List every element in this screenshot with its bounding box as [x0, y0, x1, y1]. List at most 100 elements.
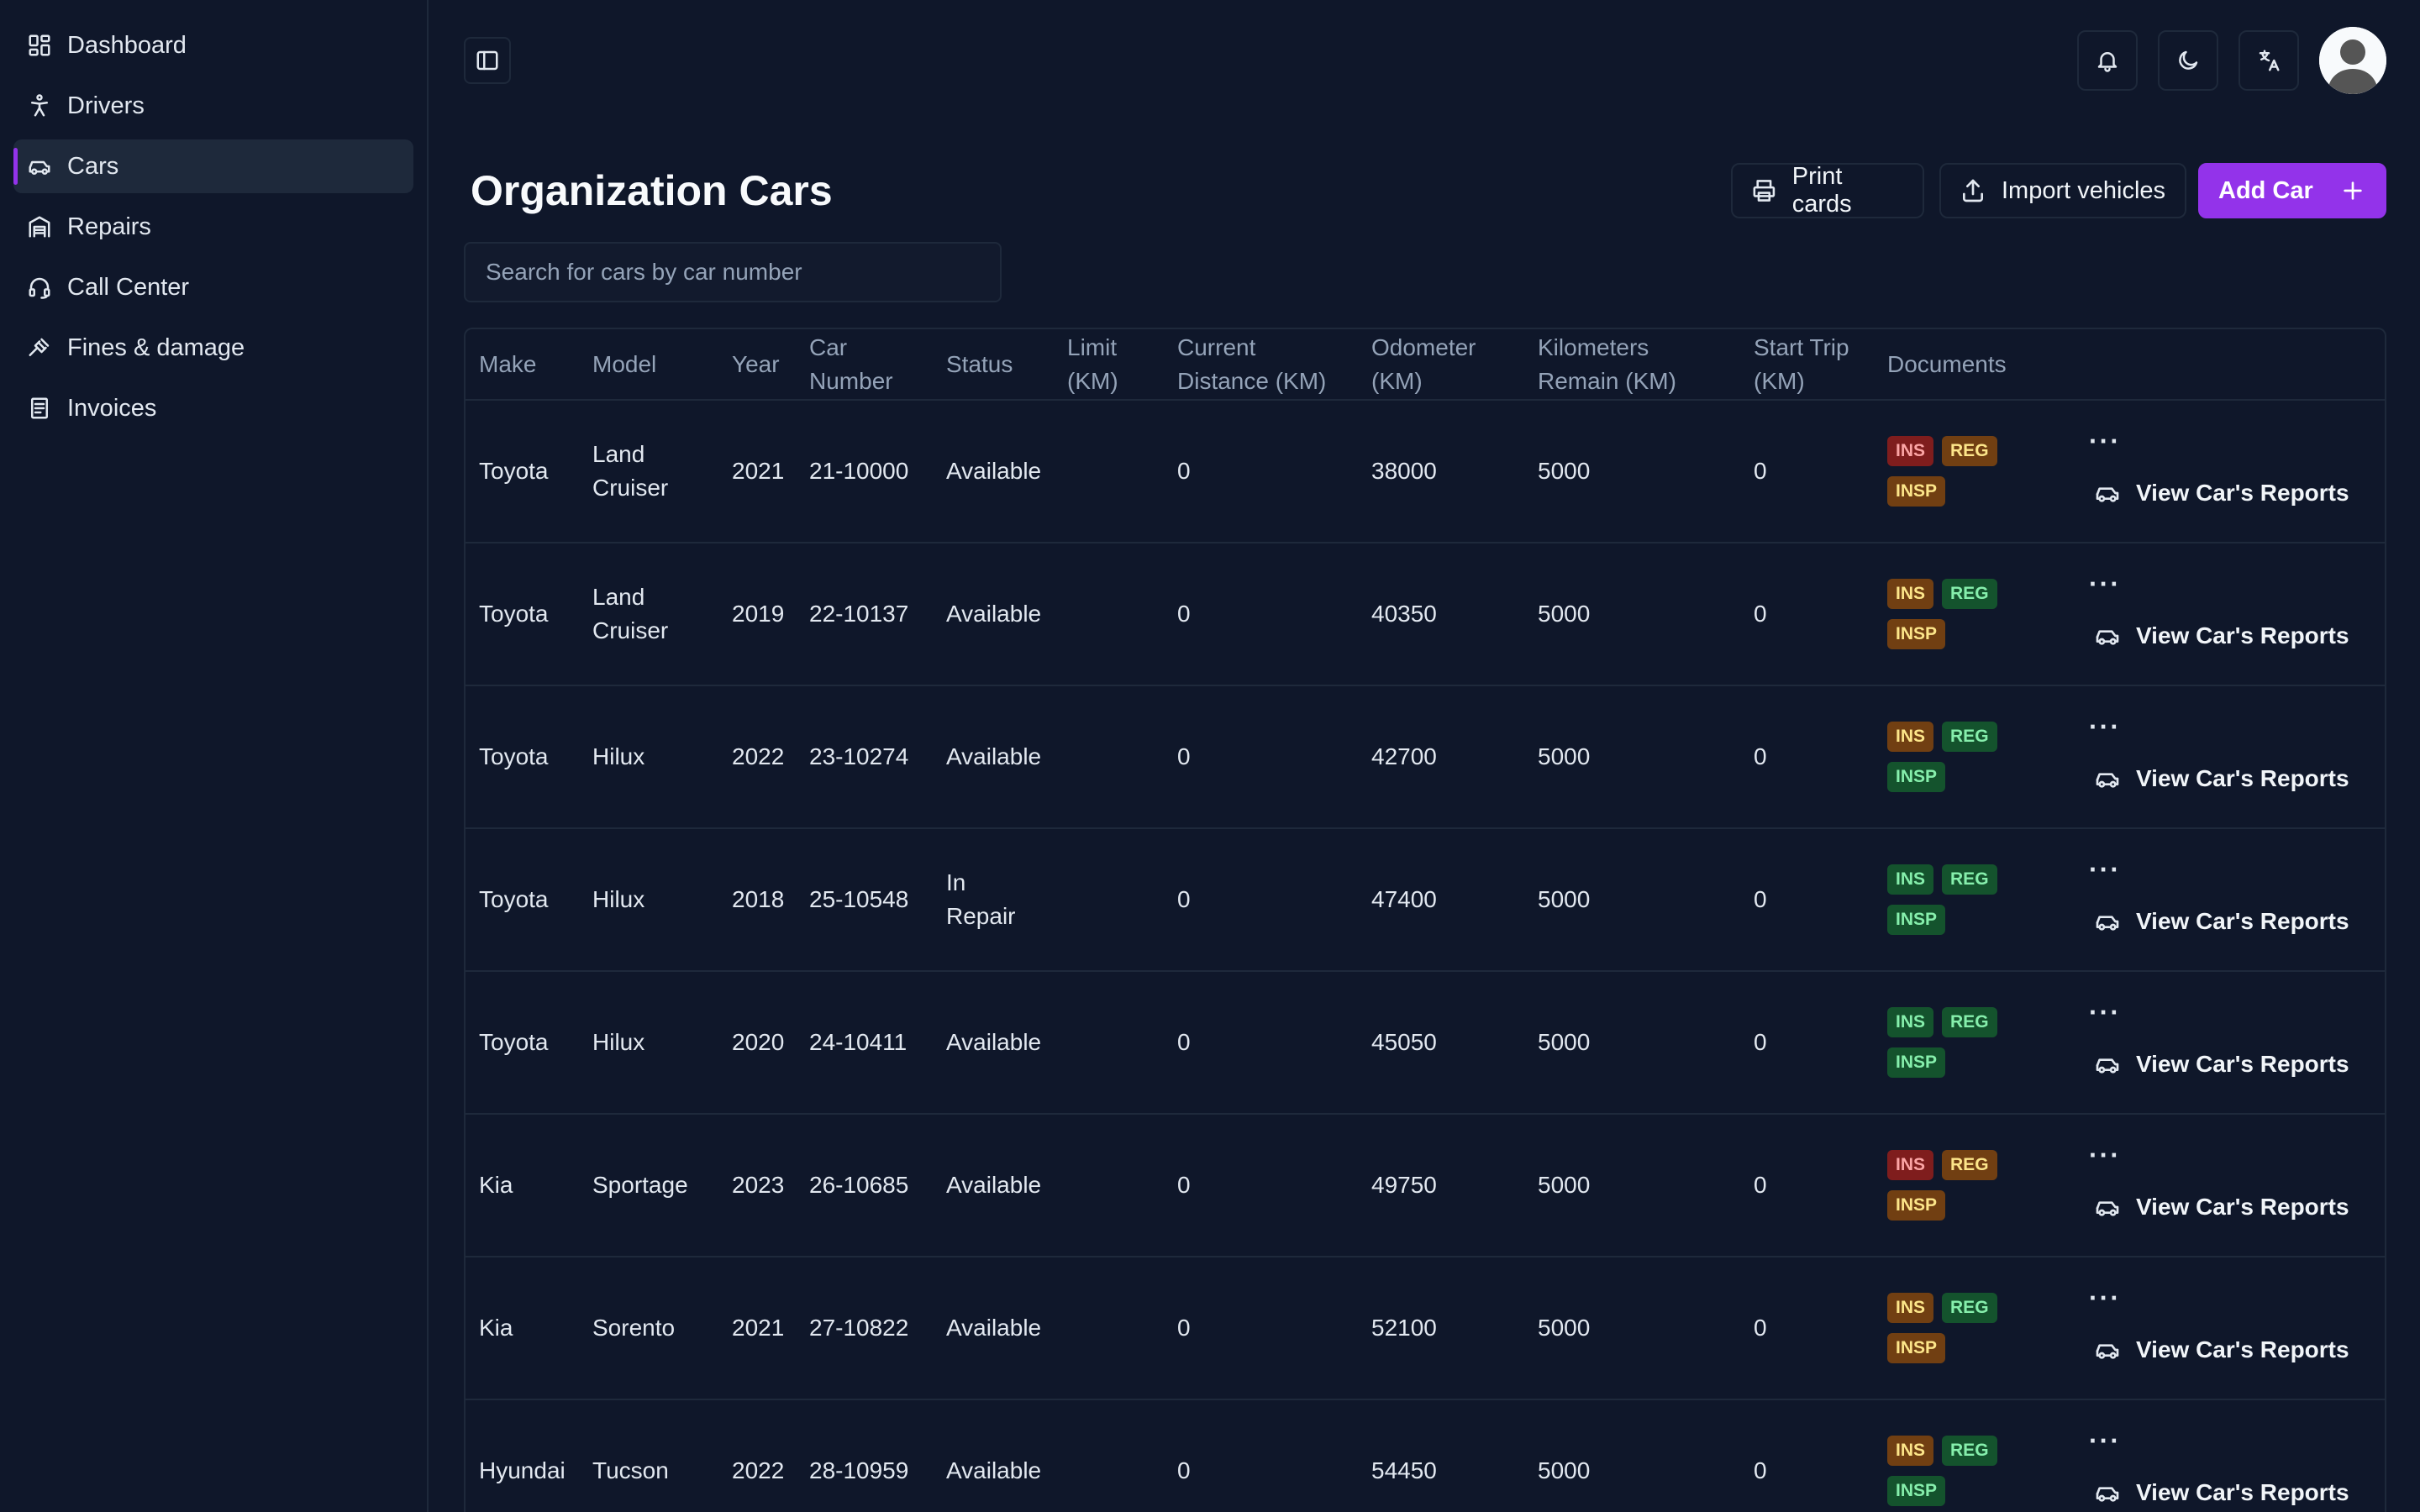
- cell-start-trip: 0: [1740, 543, 1874, 686]
- dashboard-icon: [27, 33, 52, 58]
- cell-make: Kia: [466, 1257, 579, 1400]
- row-actions: ··· View Car's Reports: [2081, 426, 2375, 510]
- import-vehicles-button[interactable]: Import vehicles: [1939, 163, 2186, 218]
- cell-actions: ··· View Car's Reports: [2067, 971, 2385, 1115]
- more-options-icon[interactable]: ···: [2089, 1425, 2121, 1456]
- sidebar-toggle-button[interactable]: [464, 37, 511, 84]
- column-header-limit[interactable]: Limit (KM): [1054, 329, 1164, 401]
- car-icon: [2096, 630, 2119, 645]
- cell-km-remain: 5000: [1524, 1114, 1740, 1257]
- sidebar-item-repairs[interactable]: Repairs: [13, 200, 413, 254]
- cell-current-distance: 0: [1164, 1399, 1358, 1512]
- sidebar-item-dashboard[interactable]: Dashboard: [13, 18, 413, 72]
- table-row[interactable]: Toyota Land Cruiser 2021 21-10000 Availa…: [466, 400, 2385, 543]
- cell-odometer: 52100: [1358, 1257, 1524, 1400]
- cell-current-distance: 0: [1164, 828, 1358, 972]
- documents-tags: INS REG INSP: [1887, 1436, 2013, 1506]
- more-options-icon[interactable]: ···: [2089, 1140, 2121, 1170]
- view-reports-button[interactable]: View Car's Reports: [2081, 762, 2349, 795]
- sidebar-item-drivers[interactable]: Drivers: [13, 79, 413, 133]
- cell-year: 2018: [718, 828, 796, 972]
- table-row[interactable]: Kia Sorento 2021 27-10822 Available 0 52…: [466, 1257, 2385, 1400]
- car-icon: [2096, 773, 2119, 788]
- notifications-button[interactable]: [2077, 30, 2138, 91]
- more-options-icon[interactable]: ···: [2089, 426, 2121, 456]
- more-options-icon[interactable]: ···: [2089, 854, 2121, 885]
- cell-car-number: 25-10548: [796, 828, 933, 972]
- cell-actions: ··· View Car's Reports: [2067, 543, 2385, 686]
- theme-toggle-button[interactable]: [2158, 30, 2218, 91]
- search-input[interactable]: [464, 242, 1002, 302]
- row-actions: ··· View Car's Reports: [2081, 997, 2375, 1081]
- view-reports-button[interactable]: View Car's Reports: [2081, 1190, 2349, 1224]
- table-row[interactable]: Toyota Hilux 2020 24-10411 Available 0 4…: [466, 971, 2385, 1115]
- sidebar-item-label: Fines & damage: [67, 333, 245, 361]
- row-actions: ··· View Car's Reports: [2081, 854, 2375, 938]
- inspection-badge: INSP: [1887, 1190, 1946, 1221]
- insurance-badge: INS: [1887, 1436, 1934, 1466]
- cell-car-number: 28-10959: [796, 1399, 933, 1512]
- person-icon: [27, 93, 52, 118]
- registration-badge: REG: [1942, 579, 1997, 609]
- view-reports-button[interactable]: View Car's Reports: [2081, 476, 2349, 510]
- documents-tags: INS REG INSP: [1887, 1293, 2013, 1363]
- row-actions: ··· View Car's Reports: [2081, 1425, 2375, 1509]
- sidebar-item-cars[interactable]: Cars: [13, 139, 413, 193]
- view-reports-label: View Car's Reports: [2136, 765, 2349, 791]
- cell-actions: ··· View Car's Reports: [2067, 1257, 2385, 1400]
- column-header-odometer[interactable]: Odometer (KM): [1358, 329, 1524, 401]
- column-header-make[interactable]: Make: [466, 329, 579, 401]
- cell-km-remain: 5000: [1524, 1399, 1740, 1512]
- column-header-status[interactable]: Status: [933, 329, 1054, 401]
- add-car-button[interactable]: Add Car: [2198, 163, 2386, 218]
- view-reports-button[interactable]: View Car's Reports: [2081, 1476, 2349, 1509]
- inspection-badge: INSP: [1887, 1476, 1946, 1506]
- avatar[interactable]: [2319, 27, 2386, 94]
- column-header-model[interactable]: Model: [579, 329, 718, 401]
- cell-actions: ··· View Car's Reports: [2067, 1114, 2385, 1257]
- cell-model: Land Cruiser: [579, 543, 718, 686]
- cell-odometer: 49750: [1358, 1114, 1524, 1257]
- cell-year: 2022: [718, 685, 796, 829]
- cell-start-trip: 0: [1740, 1257, 1874, 1400]
- insurance-badge: INS: [1887, 1293, 1934, 1323]
- sidebar-item-label: Drivers: [67, 92, 145, 119]
- cell-odometer: 45050: [1358, 971, 1524, 1115]
- view-reports-button[interactable]: View Car's Reports: [2081, 905, 2349, 938]
- column-header-km-remain[interactable]: Kilometers Remain (KM): [1524, 329, 1740, 401]
- documents-tags: INS REG INSP: [1887, 1150, 2013, 1221]
- more-options-icon[interactable]: ···: [2089, 1283, 2121, 1313]
- cell-km-remain: 5000: [1524, 400, 1740, 543]
- table-row[interactable]: Kia Sportage 2023 26-10685 Available 0 4…: [466, 1114, 2385, 1257]
- view-reports-button[interactable]: View Car's Reports: [2081, 1047, 2349, 1081]
- more-options-icon[interactable]: ···: [2089, 569, 2121, 599]
- column-header-current-distance[interactable]: Current Distance (KM): [1164, 329, 1358, 401]
- cell-current-distance: 0: [1164, 1114, 1358, 1257]
- print-cards-button[interactable]: Print cards: [1731, 163, 1924, 218]
- sidebar-item-invoices[interactable]: Invoices: [13, 381, 413, 435]
- cell-make: Toyota: [466, 543, 579, 686]
- table-row[interactable]: Hyundai Tucson 2022 28-10959 Available 0…: [466, 1399, 2385, 1512]
- documents-tags: INS REG INSP: [1887, 1007, 2013, 1078]
- view-reports-button[interactable]: View Car's Reports: [2081, 1333, 2349, 1367]
- bell-icon: [2097, 52, 2118, 72]
- table-row[interactable]: Toyota Hilux 2018 25-10548 In Repair 0 4…: [466, 828, 2385, 972]
- cell-make: Kia: [466, 1114, 579, 1257]
- more-options-icon[interactable]: ···: [2089, 997, 2121, 1027]
- sidebar-item-call-center[interactable]: Call Center: [13, 260, 413, 314]
- sidebar-item-fines[interactable]: Fines & damage: [13, 321, 413, 375]
- column-header-start-trip[interactable]: Start Trip (KM): [1740, 329, 1874, 401]
- inspection-badge: INSP: [1887, 619, 1946, 649]
- column-header-year[interactable]: Year: [718, 329, 796, 401]
- table-row[interactable]: Toyota Land Cruiser 2019 22-10137 Availa…: [466, 543, 2385, 686]
- sidebar: Dashboard Drivers Cars Repairs Call Cent…: [0, 0, 429, 1512]
- column-header-documents: Documents: [1874, 329, 2067, 401]
- table-row[interactable]: Toyota Hilux 2022 23-10274 Available 0 4…: [466, 685, 2385, 829]
- cell-odometer: 40350: [1358, 543, 1524, 686]
- more-options-icon[interactable]: ···: [2089, 711, 2121, 742]
- cell-documents: INS REG INSP: [1874, 400, 2067, 543]
- column-header-car-number[interactable]: Car Number: [796, 329, 933, 401]
- language-button[interactable]: [2238, 30, 2299, 91]
- cell-odometer: 42700: [1358, 685, 1524, 829]
- view-reports-button[interactable]: View Car's Reports: [2081, 619, 2349, 653]
